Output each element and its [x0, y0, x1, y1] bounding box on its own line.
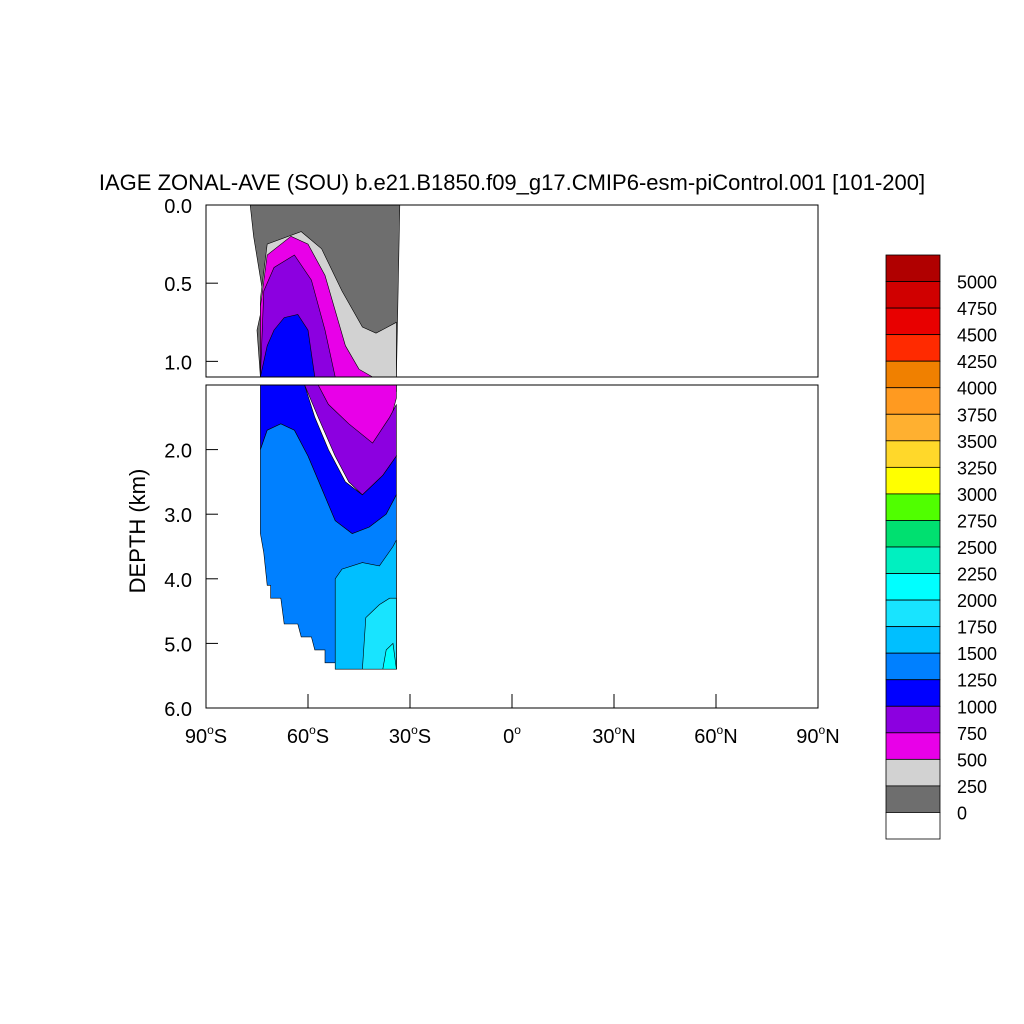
colorbar-label: 2500 — [957, 538, 997, 558]
colorbar-box — [886, 759, 940, 786]
x-tick-label: 30oN — [592, 723, 635, 748]
colorbar-label: 3750 — [957, 405, 997, 425]
colorbar: 5000475045004250400037503500325030002750… — [886, 255, 997, 839]
upper-panel-fills — [250, 205, 400, 377]
colorbar-label: 4000 — [957, 379, 997, 399]
colorbar-label: 500 — [957, 750, 987, 770]
colorbar-label: 2750 — [957, 511, 997, 531]
colorbar-box — [886, 812, 940, 839]
x-tick-label: 60oS — [287, 723, 329, 748]
colorbar-box — [886, 574, 940, 601]
lower-panel-y-tick-label: 4.0 — [164, 570, 192, 592]
colorbar-label: 0 — [957, 803, 967, 823]
x-tick-label: 0o — [503, 723, 521, 748]
chart-title: IAGE ZONAL-AVE (SOU) b.e21.B1850.f09_g17… — [99, 170, 925, 195]
colorbar-box — [886, 547, 940, 574]
colorbar-box — [886, 600, 940, 627]
colorbar-box — [886, 520, 940, 547]
colorbar-label: 2000 — [957, 591, 997, 611]
colorbar-box — [886, 653, 940, 680]
colorbar-label: 5000 — [957, 273, 997, 293]
colorbar-label: 750 — [957, 724, 987, 744]
colorbar-label: 1500 — [957, 644, 997, 664]
colorbar-label: 3250 — [957, 458, 997, 478]
upper-panel: 0.0 0.5 1.0 — [164, 196, 818, 377]
colorbar-box — [886, 361, 940, 388]
colorbar-label: 4250 — [957, 352, 997, 372]
colorbar-box — [886, 388, 940, 415]
x-tick-label: 90oS — [185, 723, 227, 748]
upper-panel-y-tick-label: 1.0 — [164, 352, 192, 374]
colorbar-label: 3000 — [957, 485, 997, 505]
colorbar-box — [886, 627, 940, 654]
colorbar-label: 2250 — [957, 565, 997, 585]
x-tick-label: 90oN — [796, 723, 839, 748]
y-axis-label: DEPTH (km) — [125, 469, 150, 594]
x-tick-label: 60oN — [694, 723, 737, 748]
colorbar-label: 1250 — [957, 671, 997, 691]
upper-panel-y-tick-label: 0.0 — [164, 196, 192, 218]
lower-panel-y-tick-label: 2.0 — [164, 441, 192, 463]
colorbar-label: 1750 — [957, 618, 997, 638]
colorbar-label: 250 — [957, 777, 987, 797]
colorbar-box — [886, 706, 940, 733]
colorbar-box — [886, 282, 940, 309]
colorbar-box — [886, 308, 940, 335]
colorbar-label: 4750 — [957, 299, 997, 319]
x-axis: 90oS 60oS 30oS 0o 30oN 60oN 90oN — [185, 694, 840, 748]
colorbar-box — [886, 494, 940, 521]
colorbar-box — [886, 786, 940, 813]
colorbar-box — [886, 335, 940, 362]
colorbar-label: 3500 — [957, 432, 997, 452]
colorbar-box — [886, 255, 940, 282]
lower-panel: 2.0 3.0 4.0 5.0 6.0 — [164, 385, 818, 721]
lower-panel-y-tick-label: 6.0 — [164, 699, 192, 721]
x-tick-label: 30oS — [389, 723, 431, 748]
lower-panel-y-tick-label: 5.0 — [164, 634, 192, 656]
colorbar-box — [886, 680, 940, 707]
colorbar-box — [886, 467, 940, 494]
colorbar-box — [886, 441, 940, 468]
lower-panel-y-tick-label: 3.0 — [164, 505, 192, 527]
colorbar-label: 1000 — [957, 697, 997, 717]
upper-panel-y-tick-label: 0.5 — [164, 274, 192, 296]
colorbar-box — [886, 733, 940, 760]
colorbar-box — [886, 414, 940, 441]
colorbar-label: 4500 — [957, 326, 997, 346]
lower-panel-fills — [260, 385, 396, 669]
